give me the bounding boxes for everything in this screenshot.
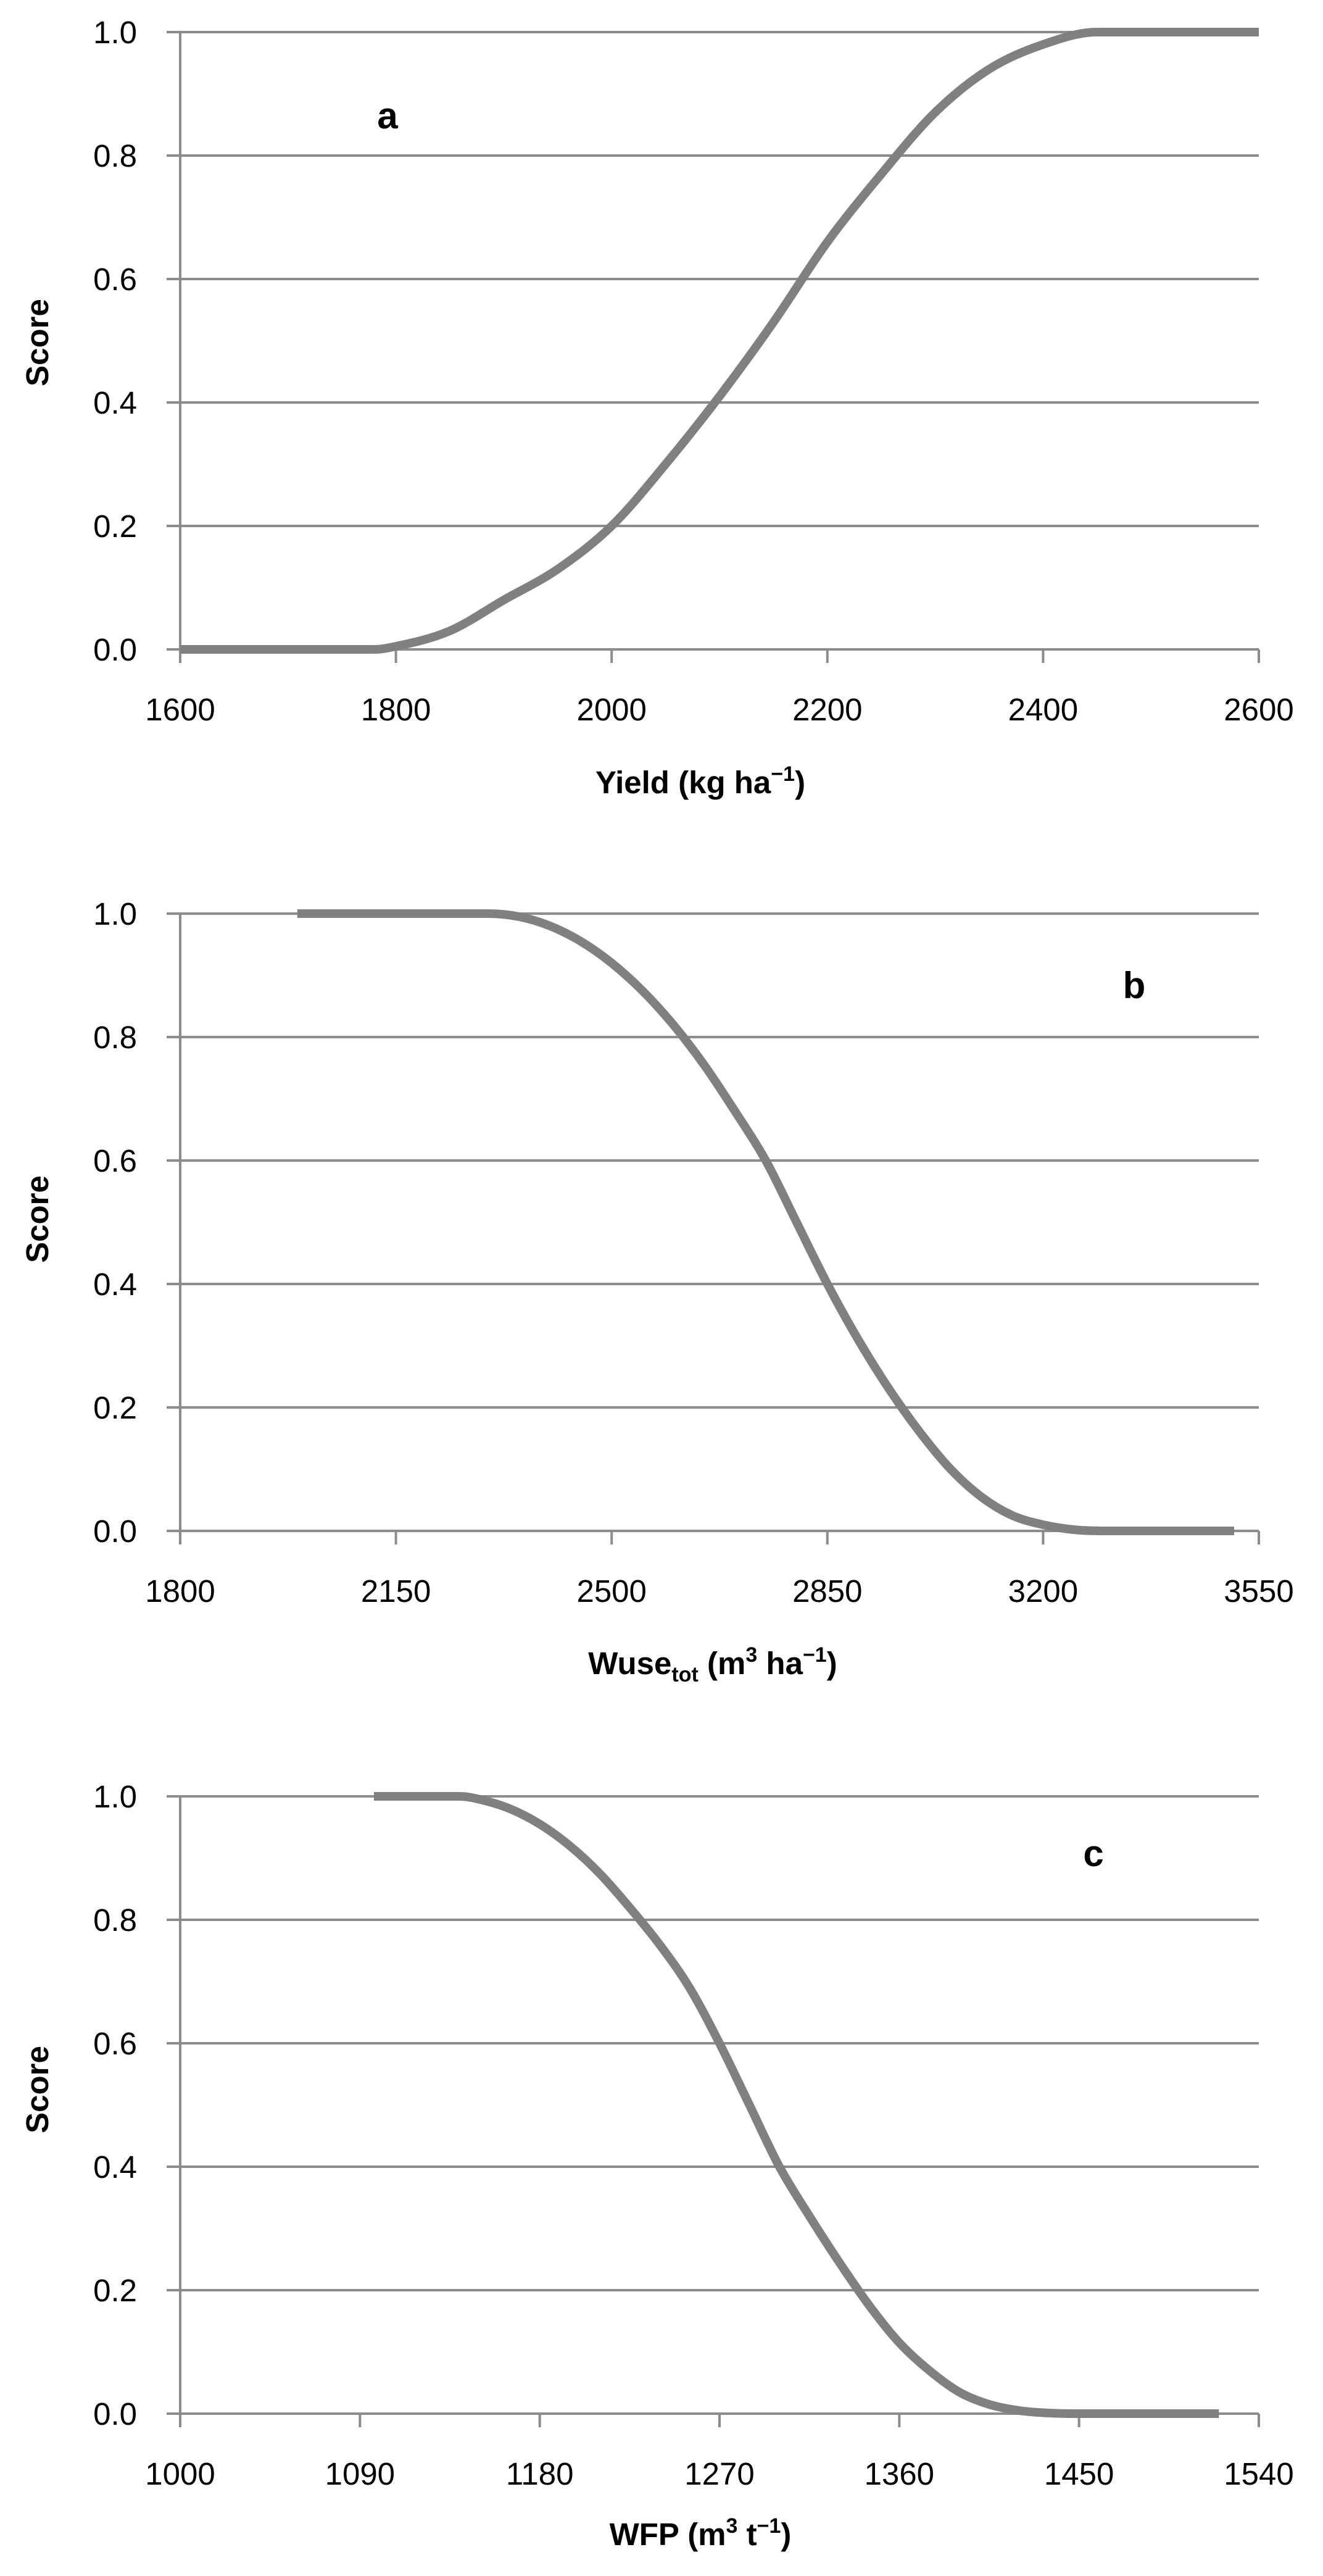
y-tick-label-c-5: 1.0 [93,1779,137,1814]
x-axis-title-c-sup1: 3 [726,2514,738,2538]
y-axis-title-a: Score [20,299,55,386]
y-tick-label-c-3: 0.6 [93,2026,137,2061]
y-tick-label-c-1: 0.2 [93,2273,137,2308]
y-tick-label-b-1: 0.2 [93,1390,137,1425]
x-tick-label-c-5: 1450 [1044,2456,1114,2491]
x-axis-title-b-mid: (m [699,1646,746,1681]
panel-letter-c: c [1083,1833,1103,1874]
x-axis-title-b: Wusetot (m3 ha−1) [588,1643,837,1686]
y-tick-label-c-0: 0.0 [93,2396,137,2432]
x-tick-label-c-1: 1090 [325,2456,395,2491]
score-curve-b [297,909,1234,1536]
y-tick-label-b-0: 0.0 [93,1514,137,1549]
y-tick-label-b-5: 1.0 [93,896,137,932]
y-tick-label-a-3: 0.6 [93,262,137,297]
x-tick-label-b-4: 3200 [1008,1574,1078,1609]
y-tick-label-c-4: 0.8 [93,1903,137,1938]
x-axis-title-a-tail: ) [795,765,805,800]
x-axis-title-c: WFP (m3 t−1) [610,2514,792,2552]
x-axis-title-a-main: Yield (kg ha [595,765,771,800]
x-tick-label-a-5: 2600 [1224,692,1293,727]
x-tick-label-a-2: 2000 [576,692,646,727]
y-tick-label-b-2: 0.4 [93,1267,137,1302]
x-axis-title-b-main: Wuse [588,1646,671,1681]
chart-panel-a: a Score Yield (kg ha−1) 0.0 0.2 0.4 0.6 0.8 1… [20,15,1294,800]
y-tick-label-a-2: 0.4 [93,385,137,420]
panel-letter-a: a [377,95,398,136]
x-tick-label-b-1: 2150 [361,1574,431,1609]
y-tick-label-a-1: 0.2 [93,509,137,544]
chart-panel-c: c Score WFP (m3 t−1) 0.0 0.2 0.4 0.6 0.8 1.0 1… [20,1779,1294,2552]
y-axis-title-c: Score [20,2046,55,2133]
x-tick-label-b-2: 2500 [576,1574,646,1609]
x-axis-title-a: Yield (kg ha−1) [595,762,805,800]
x-axis-title-c-tail: ) [781,2517,791,2552]
x-tick-label-a-1: 1800 [361,692,431,727]
x-tick-label-b-5: 3550 [1224,1574,1293,1609]
x-tick-label-c-2: 1180 [506,2456,574,2491]
x-axis-title-c-sup2: −1 [757,2514,781,2538]
x-tick-label-c-0: 1000 [145,2456,215,2491]
x-axis-title-c-main: WFP (m [610,2517,726,2552]
x-tick-label-a-4: 2400 [1008,692,1078,727]
x-axis-title-b-mid2: ha [757,1646,803,1681]
x-tick-label-c-3: 1270 [684,2456,754,2491]
x-tick-label-b-3: 2850 [792,1574,862,1609]
x-tick-label-b-0: 1800 [145,1574,215,1609]
x-axis-title-c-mid: t [737,2517,757,2552]
x-axis-title-b-tail: ) [827,1646,837,1681]
y-tick-label-a-4: 0.8 [93,138,137,173]
x-axis-title-b-sub: tot [671,1663,698,1686]
score-curve-a [180,27,1259,654]
score-curve-c [374,1791,1219,2419]
chart-panel-b: b Score Wusetot (m3 ha−1) 0.0 0.2 0.4 0.6 0.… [20,896,1294,1686]
x-tick-label-c-6: 1540 [1224,2456,1293,2491]
y-axis-title-b: Score [20,1175,55,1263]
y-tick-label-b-3: 0.6 [93,1143,137,1178]
x-axis-title-b-sup1: 3 [745,1643,757,1667]
y-tick-label-c-2: 0.4 [93,2149,137,2185]
x-tick-label-c-4: 1360 [865,2456,934,2491]
y-tick-label-a-0: 0.0 [93,632,137,667]
y-tick-label-b-4: 0.8 [93,1020,137,1055]
panel-letter-b: b [1123,965,1146,1006]
x-axis-title-b-sup2: −1 [803,1643,827,1667]
x-tick-label-a-3: 2200 [792,692,862,727]
x-axis-title-a-sup: −1 [771,762,795,786]
y-tick-label-a-5: 1.0 [93,15,137,50]
x-tick-label-a-0: 1600 [145,692,215,727]
